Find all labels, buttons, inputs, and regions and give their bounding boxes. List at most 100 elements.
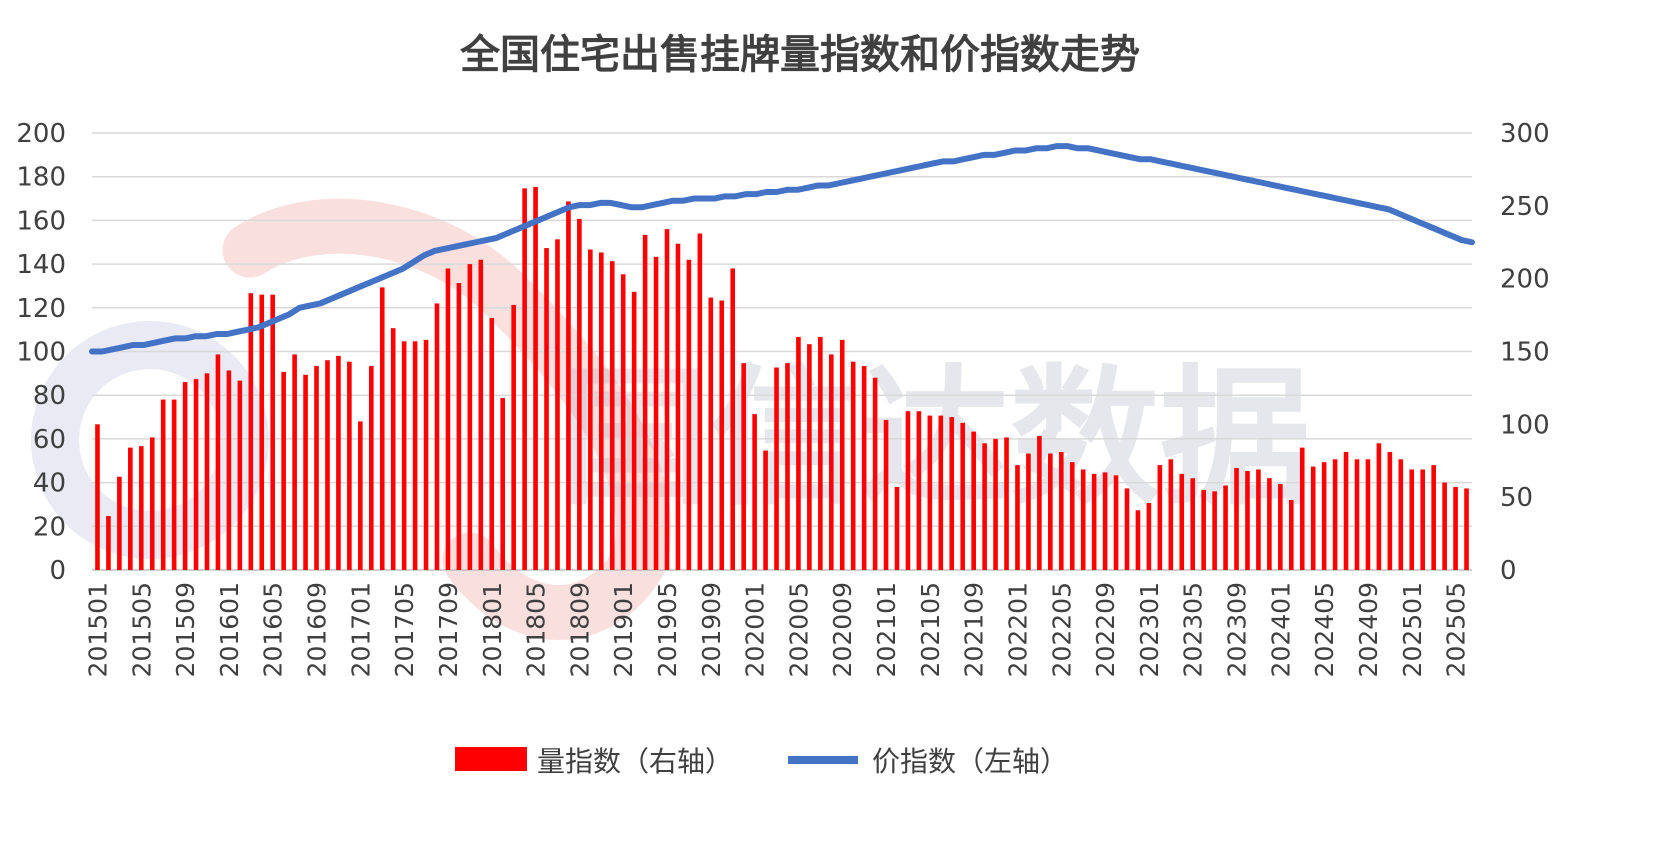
right-tick-label: 250 (1500, 192, 1550, 222)
x-tick-label: 202301 (1135, 582, 1164, 677)
volume-bar (719, 300, 725, 570)
volume-bar (1343, 452, 1349, 570)
left-tick-label: 120 (16, 294, 66, 324)
volume-bar (292, 354, 297, 570)
volume-bar (1037, 435, 1042, 570)
x-tick-label: 202505 (1442, 582, 1471, 677)
volume-bar (237, 380, 243, 570)
legend: 量指数（右轴） 价指数（左轴） (455, 745, 1068, 778)
volume-bar (1091, 473, 1097, 570)
volume-bar (653, 256, 659, 570)
volume-bar (1135, 510, 1141, 570)
volume-bar (1102, 472, 1108, 570)
x-tick-label: 201705 (390, 582, 419, 677)
volume-bar (1179, 473, 1185, 570)
volume-bar (478, 259, 484, 570)
volume-bar (193, 379, 199, 570)
gridlines (92, 132, 1472, 571)
right-tick-label: 300 (1500, 119, 1550, 149)
volume-bar (1190, 478, 1196, 570)
x-axis-ticks: 201501 201505 201509 201601 201605 201609 2017… (83, 582, 1470, 677)
x-tick-label: 202401 (1266, 582, 1295, 677)
volume-bar (850, 361, 856, 570)
volume-bar (1442, 482, 1447, 570)
price-series-line (89, 143, 1475, 355)
volume-bar (1146, 502, 1152, 570)
volume-bar (270, 294, 276, 570)
x-tick-label: 201609 (303, 582, 332, 677)
volume-bar (423, 339, 429, 570)
volume-bar (938, 415, 944, 570)
volume-bar (730, 268, 736, 570)
volume-bar (697, 233, 703, 570)
volume-bar (281, 371, 286, 570)
price-line (89, 143, 1475, 355)
volume-bar (1048, 453, 1053, 570)
volume-bar (993, 438, 998, 570)
right-tick-label: 200 (1500, 265, 1550, 295)
volume-bar (741, 363, 746, 570)
volume-bar (544, 248, 549, 570)
watermark-logo-red (222, 198, 671, 640)
volume-bar (368, 366, 374, 570)
volume-bar (336, 355, 341, 570)
volume-bar (1113, 475, 1119, 570)
x-tick-label: 202001 (741, 582, 770, 677)
x-tick-label: 202009 (828, 582, 857, 677)
volume-bar (489, 318, 495, 570)
left-tick-label: 80 (33, 381, 66, 411)
x-tick-label: 202205 (1047, 582, 1076, 677)
volume-bar (171, 399, 177, 570)
volume-bar (818, 336, 823, 570)
volume-bar (588, 249, 593, 570)
volume-bar (1234, 468, 1239, 570)
left-tick-label: 40 (33, 469, 66, 499)
volume-bar (1398, 459, 1404, 570)
volume-bar (1267, 478, 1272, 570)
volume-bar (1157, 465, 1163, 570)
x-tick-label: 201501 (83, 582, 112, 677)
volume-bar (500, 398, 506, 570)
volume-bar (708, 297, 714, 570)
volume-bar (763, 450, 768, 570)
volume-bar (883, 419, 889, 570)
volume-bar (106, 516, 111, 570)
x-tick-label: 201905 (653, 582, 682, 677)
x-tick-label: 201805 (522, 582, 551, 677)
volume-bar (1376, 443, 1382, 570)
volume-bar (347, 361, 352, 570)
x-tick-label: 202105 (916, 582, 945, 677)
volume-bar (905, 411, 911, 570)
x-tick-label: 202101 (872, 582, 901, 677)
x-tick-label: 202309 (1223, 582, 1252, 677)
left-tick-label: 200 (16, 119, 66, 149)
legend-label-volume: 量指数（右轴） (537, 745, 733, 778)
x-tick-label: 201601 (215, 582, 244, 677)
volume-bar (445, 268, 451, 570)
right-tick-label: 0 (1500, 556, 1517, 586)
volume-bar (1387, 452, 1393, 570)
volume-bar (1124, 488, 1130, 570)
volume-bar (1256, 469, 1261, 570)
volume-bar (1310, 466, 1316, 570)
volume-bar (1332, 459, 1338, 570)
volume-bar (1354, 459, 1360, 570)
x-tick-label: 202405 (1310, 582, 1339, 677)
right-tick-label: 50 (1500, 483, 1533, 513)
volume-bar (314, 366, 319, 570)
x-tick-label: 202109 (960, 582, 989, 677)
volume-bar (128, 447, 133, 570)
chart-title: 全国住宅出售挂牌量指数和价指数走势 (459, 32, 1140, 78)
volume-bar (1201, 489, 1206, 570)
volume-bars (95, 186, 1469, 570)
volume-bar (204, 373, 210, 570)
volume-bar (522, 188, 527, 570)
volume-bar (248, 293, 254, 570)
left-tick-label: 0 (49, 556, 66, 586)
volume-bar (1365, 459, 1371, 570)
volume-bar (1288, 500, 1294, 570)
x-tick-label: 202409 (1354, 582, 1383, 677)
x-tick-label: 201709 (434, 582, 463, 677)
x-tick-label: 201505 (127, 582, 156, 677)
volume-bar (1015, 465, 1020, 570)
